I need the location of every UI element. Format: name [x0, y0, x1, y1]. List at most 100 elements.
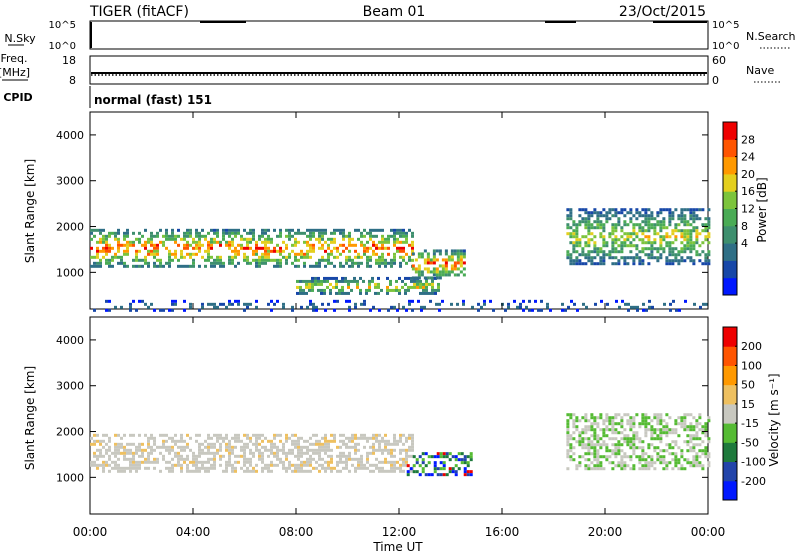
heat-cell	[297, 457, 300, 461]
heat-cell	[180, 466, 183, 470]
heat-cell	[421, 452, 425, 456]
heat-cell	[425, 288, 428, 292]
heat-cell	[114, 231, 117, 235]
heat-cell	[629, 422, 633, 426]
heat-cell	[201, 448, 204, 452]
heat-cell	[695, 229, 699, 233]
heat-cell	[108, 308, 111, 312]
heat-cell	[701, 428, 705, 432]
heat-cell	[129, 451, 132, 455]
heat-cell	[300, 252, 303, 256]
heat-cell	[99, 231, 102, 235]
heat-cell	[243, 445, 246, 449]
heat-cell	[258, 448, 261, 452]
heat-cell	[345, 463, 348, 467]
heat-cell	[339, 457, 342, 461]
heat-cell	[138, 240, 141, 244]
heat-cell	[596, 467, 600, 471]
heat-cell	[276, 243, 279, 247]
heat-cell	[326, 276, 329, 280]
heat-cell	[255, 249, 258, 253]
heat-cell	[439, 452, 443, 456]
heat-cell	[144, 302, 147, 306]
heat-cell	[213, 237, 216, 241]
heat-cell	[342, 234, 345, 238]
heat-cell	[451, 470, 455, 474]
heat-cell	[354, 243, 357, 247]
heat-cell	[593, 449, 597, 453]
heat-cell	[584, 416, 588, 420]
heat-cell	[165, 433, 168, 437]
colorbar-segment	[723, 365, 737, 386]
heat-cell	[457, 467, 461, 471]
heat-cell	[426, 267, 430, 271]
heat-cell	[683, 220, 687, 224]
heat-cell	[704, 262, 708, 266]
heat-cell	[374, 282, 377, 286]
heat-cell	[180, 448, 183, 452]
heat-cell	[258, 436, 261, 440]
nave-tick-top: 60	[712, 54, 726, 67]
heat-cell	[602, 253, 606, 257]
heat-cell	[650, 214, 654, 218]
heat-cell	[312, 433, 315, 437]
heat-cell	[216, 240, 219, 244]
heat-cell	[347, 291, 350, 295]
heat-cell	[294, 237, 297, 241]
heat-cell	[138, 445, 141, 449]
heat-cell	[427, 473, 431, 477]
heat-cell	[460, 458, 464, 462]
heat-cell	[162, 243, 165, 247]
heat-cell	[611, 223, 615, 227]
heat-cell	[384, 469, 387, 473]
heat-cell	[363, 249, 366, 253]
heat-cell	[578, 244, 582, 248]
heat-cell	[459, 264, 463, 268]
heat-cell	[614, 437, 618, 441]
heat-cell	[650, 211, 654, 215]
heat-cell	[303, 261, 306, 265]
heat-cell	[189, 469, 192, 473]
heat-cell	[436, 473, 440, 477]
heat-cell	[219, 448, 222, 452]
heat-cell	[267, 249, 270, 253]
heat-cell	[593, 467, 597, 471]
heat-cell	[252, 469, 255, 473]
heat-cell	[644, 467, 648, 471]
heat-cell	[698, 208, 702, 212]
heat-cell	[129, 305, 132, 309]
heat-cell	[575, 464, 579, 468]
heat-cell	[267, 228, 270, 232]
heat-cell	[674, 208, 678, 212]
heat-cell	[291, 451, 294, 455]
heat-cell	[333, 255, 336, 259]
heat-cell	[456, 255, 460, 259]
heat-cell	[219, 445, 222, 449]
heat-cell	[632, 419, 636, 423]
heat-cell	[611, 428, 615, 432]
heat-cell	[342, 264, 345, 268]
heat-cell	[665, 256, 669, 260]
heat-cell	[237, 243, 240, 247]
heat-cell	[279, 228, 282, 232]
heat-cell	[411, 258, 414, 262]
heat-cell	[354, 228, 357, 232]
heat-cell	[126, 448, 129, 452]
heat-cell	[399, 436, 402, 440]
heat-cell	[291, 448, 294, 452]
heat-cell	[381, 255, 384, 259]
heat-cell	[375, 436, 378, 440]
heat-cell	[699, 305, 702, 309]
heat-cell	[135, 469, 138, 473]
heat-cell	[593, 458, 597, 462]
heat-cell	[228, 454, 231, 458]
heat-cell	[264, 237, 267, 241]
heat-cell	[345, 466, 348, 470]
heat-cell	[318, 228, 321, 232]
heat-cell	[306, 228, 309, 232]
heat-cell	[341, 291, 344, 295]
heat-cell	[273, 442, 276, 446]
heat-cell	[582, 302, 585, 306]
heat-cell	[261, 439, 264, 443]
